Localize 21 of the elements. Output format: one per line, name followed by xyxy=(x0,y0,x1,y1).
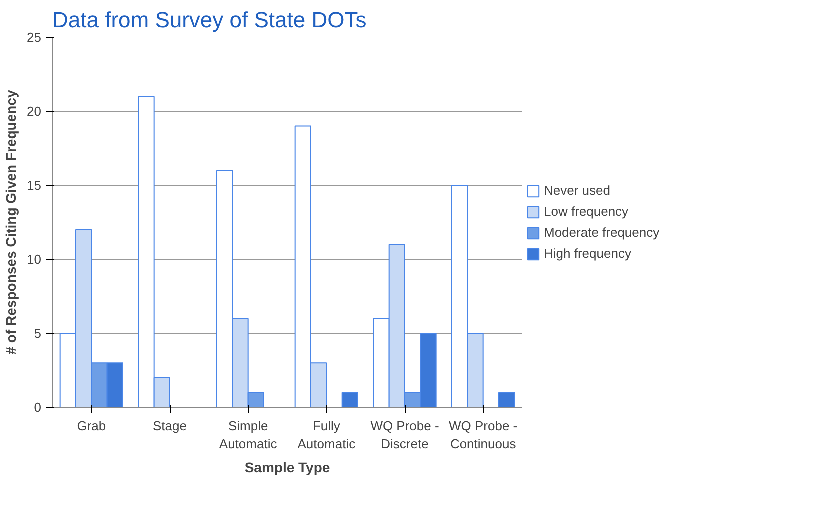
y-tick-label: 25 xyxy=(27,30,42,45)
y-tick-label: 20 xyxy=(27,104,42,119)
chart-title: Data from Survey of State DOTs xyxy=(52,8,367,32)
y-tick-label: 15 xyxy=(27,178,42,193)
y-tick-label: 0 xyxy=(34,400,42,415)
legend-label: Never used xyxy=(544,183,610,198)
bar xyxy=(342,392,358,408)
y-tick-label: 10 xyxy=(27,252,42,267)
x-tick-label: WQ Probe - Discrete xyxy=(370,418,440,452)
x-tick-label: WQ Probe - Continuous xyxy=(449,418,518,452)
y-tick-label: 5 xyxy=(34,326,42,341)
y-axis-title: # of Responses Citing Given Frequency xyxy=(3,90,20,355)
bar xyxy=(498,392,516,408)
x-tick-label: Fully Automatic xyxy=(298,418,356,452)
x-axis-title: Sample Type xyxy=(244,460,330,476)
x-tick-label: Stage xyxy=(153,418,187,434)
legend-label: Moderate frequency xyxy=(544,225,660,240)
legend-label: Low frequency xyxy=(544,204,629,219)
x-tick-label: Simple Automatic xyxy=(219,418,278,452)
legend-label: High frequency xyxy=(544,246,632,261)
x-tick-label: Grab xyxy=(77,418,106,434)
